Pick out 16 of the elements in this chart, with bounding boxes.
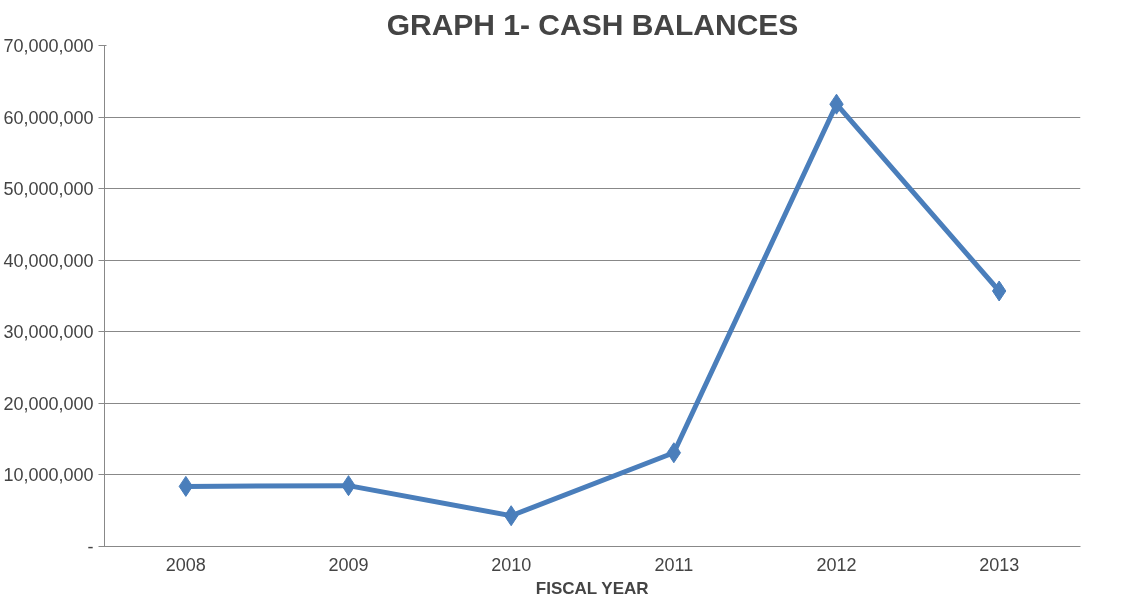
y-tick-label: 10,000,000 (3, 465, 94, 486)
x-axis-title: FISCAL YEAR (535, 578, 649, 598)
x-tick-label: 2013 (979, 554, 1020, 575)
x-tick-label: 2011 (654, 554, 694, 575)
y-tick-label: 70,000,000 (3, 36, 94, 56)
y-tick-label: 60,000,000 (3, 107, 94, 128)
x-tick-label: 2008 (165, 554, 206, 575)
x-tick-label: 2010 (491, 554, 532, 575)
y-tick-label: - (87, 537, 94, 557)
y-tick-label: 20,000,000 (3, 393, 94, 414)
y-tick-label: 50,000,000 (3, 179, 94, 200)
x-tick-label: 2009 (328, 554, 369, 575)
y-tick-label: 40,000,000 (3, 250, 94, 271)
chart-title: GRAPH 1- CASH BALANCES (386, 7, 799, 41)
x-tick-label: 2012 (816, 554, 857, 575)
y-tick-label: 30,000,000 (3, 322, 94, 343)
